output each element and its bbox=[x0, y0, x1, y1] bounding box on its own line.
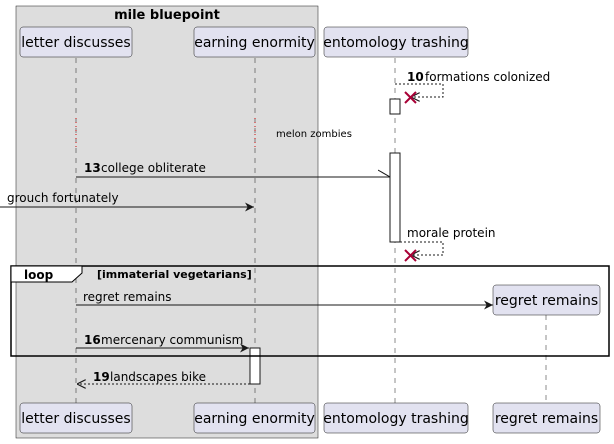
participant-entomology-top[interactable]: entomology trashing bbox=[323, 26, 469, 58]
participant-box: mile bluepoint bbox=[15, 5, 319, 439]
message-13: 13 college obliterate bbox=[76, 161, 390, 178]
participant-entomology-label: entomology trashing bbox=[323, 411, 468, 427]
activation-entomology-1 bbox=[389, 98, 401, 115]
participant-earning-top[interactable]: earning enormity bbox=[193, 26, 316, 58]
message-10-text: formations colonized bbox=[425, 70, 550, 84]
loop-condition: [immaterial vegetarians] bbox=[97, 268, 252, 281]
participant-earning-label: earning enormity bbox=[194, 35, 315, 51]
box-title: mile bluepoint bbox=[114, 8, 220, 23]
participant-letter-bottom[interactable]: letter discusses bbox=[19, 402, 133, 434]
message-19-text: landscapes bike bbox=[110, 370, 206, 384]
message-10: 10 formations colonized bbox=[395, 70, 550, 104]
participant-letter-label: letter discusses bbox=[21, 411, 130, 427]
participant-earning-label: earning enormity bbox=[194, 411, 315, 427]
participant-regret-label: regret remains bbox=[495, 293, 598, 309]
divider-dots bbox=[75, 118, 256, 150]
message-regret: regret remains bbox=[76, 290, 493, 310]
activation-entomology-2 bbox=[389, 152, 401, 243]
loop-label: loop bbox=[24, 268, 54, 282]
message-morale-text: morale protein bbox=[407, 226, 496, 240]
destroy-x-icon bbox=[404, 91, 417, 104]
participant-letter-top[interactable]: letter discusses bbox=[19, 26, 133, 58]
loop-fragment: loop [immaterial vegetarians] bbox=[10, 265, 610, 357]
message-19: 19 landscapes bike bbox=[77, 370, 250, 384]
message-13-number: 13 bbox=[84, 161, 101, 175]
activation-earning bbox=[249, 347, 261, 385]
message-19-number: 19 bbox=[93, 370, 110, 384]
message-13-text: college obliterate bbox=[101, 161, 206, 175]
participant-earning-bottom[interactable]: earning enormity bbox=[193, 402, 316, 434]
message-16-number: 16 bbox=[84, 333, 101, 347]
message-10-number: 10 bbox=[407, 70, 424, 84]
participant-regret-created[interactable]: regret remains bbox=[492, 284, 601, 316]
message-16: 16 mercenary communism bbox=[76, 333, 249, 353]
participant-letter-label: letter discusses bbox=[21, 35, 130, 51]
participant-regret-bottom[interactable]: regret remains bbox=[492, 402, 601, 434]
message-regret-text: regret remains bbox=[83, 290, 172, 304]
message-16-text: mercenary communism bbox=[101, 333, 243, 347]
participant-entomology-label: entomology trashing bbox=[323, 35, 468, 51]
message-grouch: grouch fortunately bbox=[0, 191, 254, 212]
participant-regret-label: regret remains bbox=[495, 411, 598, 427]
message-morale: morale protein bbox=[400, 226, 496, 262]
participant-entomology-bottom[interactable]: entomology trashing bbox=[323, 402, 469, 434]
destroy-x-icon bbox=[404, 249, 417, 262]
divider-label: melon zombies bbox=[276, 129, 352, 140]
message-grouch-text: grouch fortunately bbox=[7, 191, 119, 205]
